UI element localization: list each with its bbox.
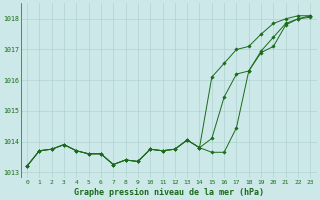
X-axis label: Graphe pression niveau de la mer (hPa): Graphe pression niveau de la mer (hPa) [74, 188, 264, 197]
